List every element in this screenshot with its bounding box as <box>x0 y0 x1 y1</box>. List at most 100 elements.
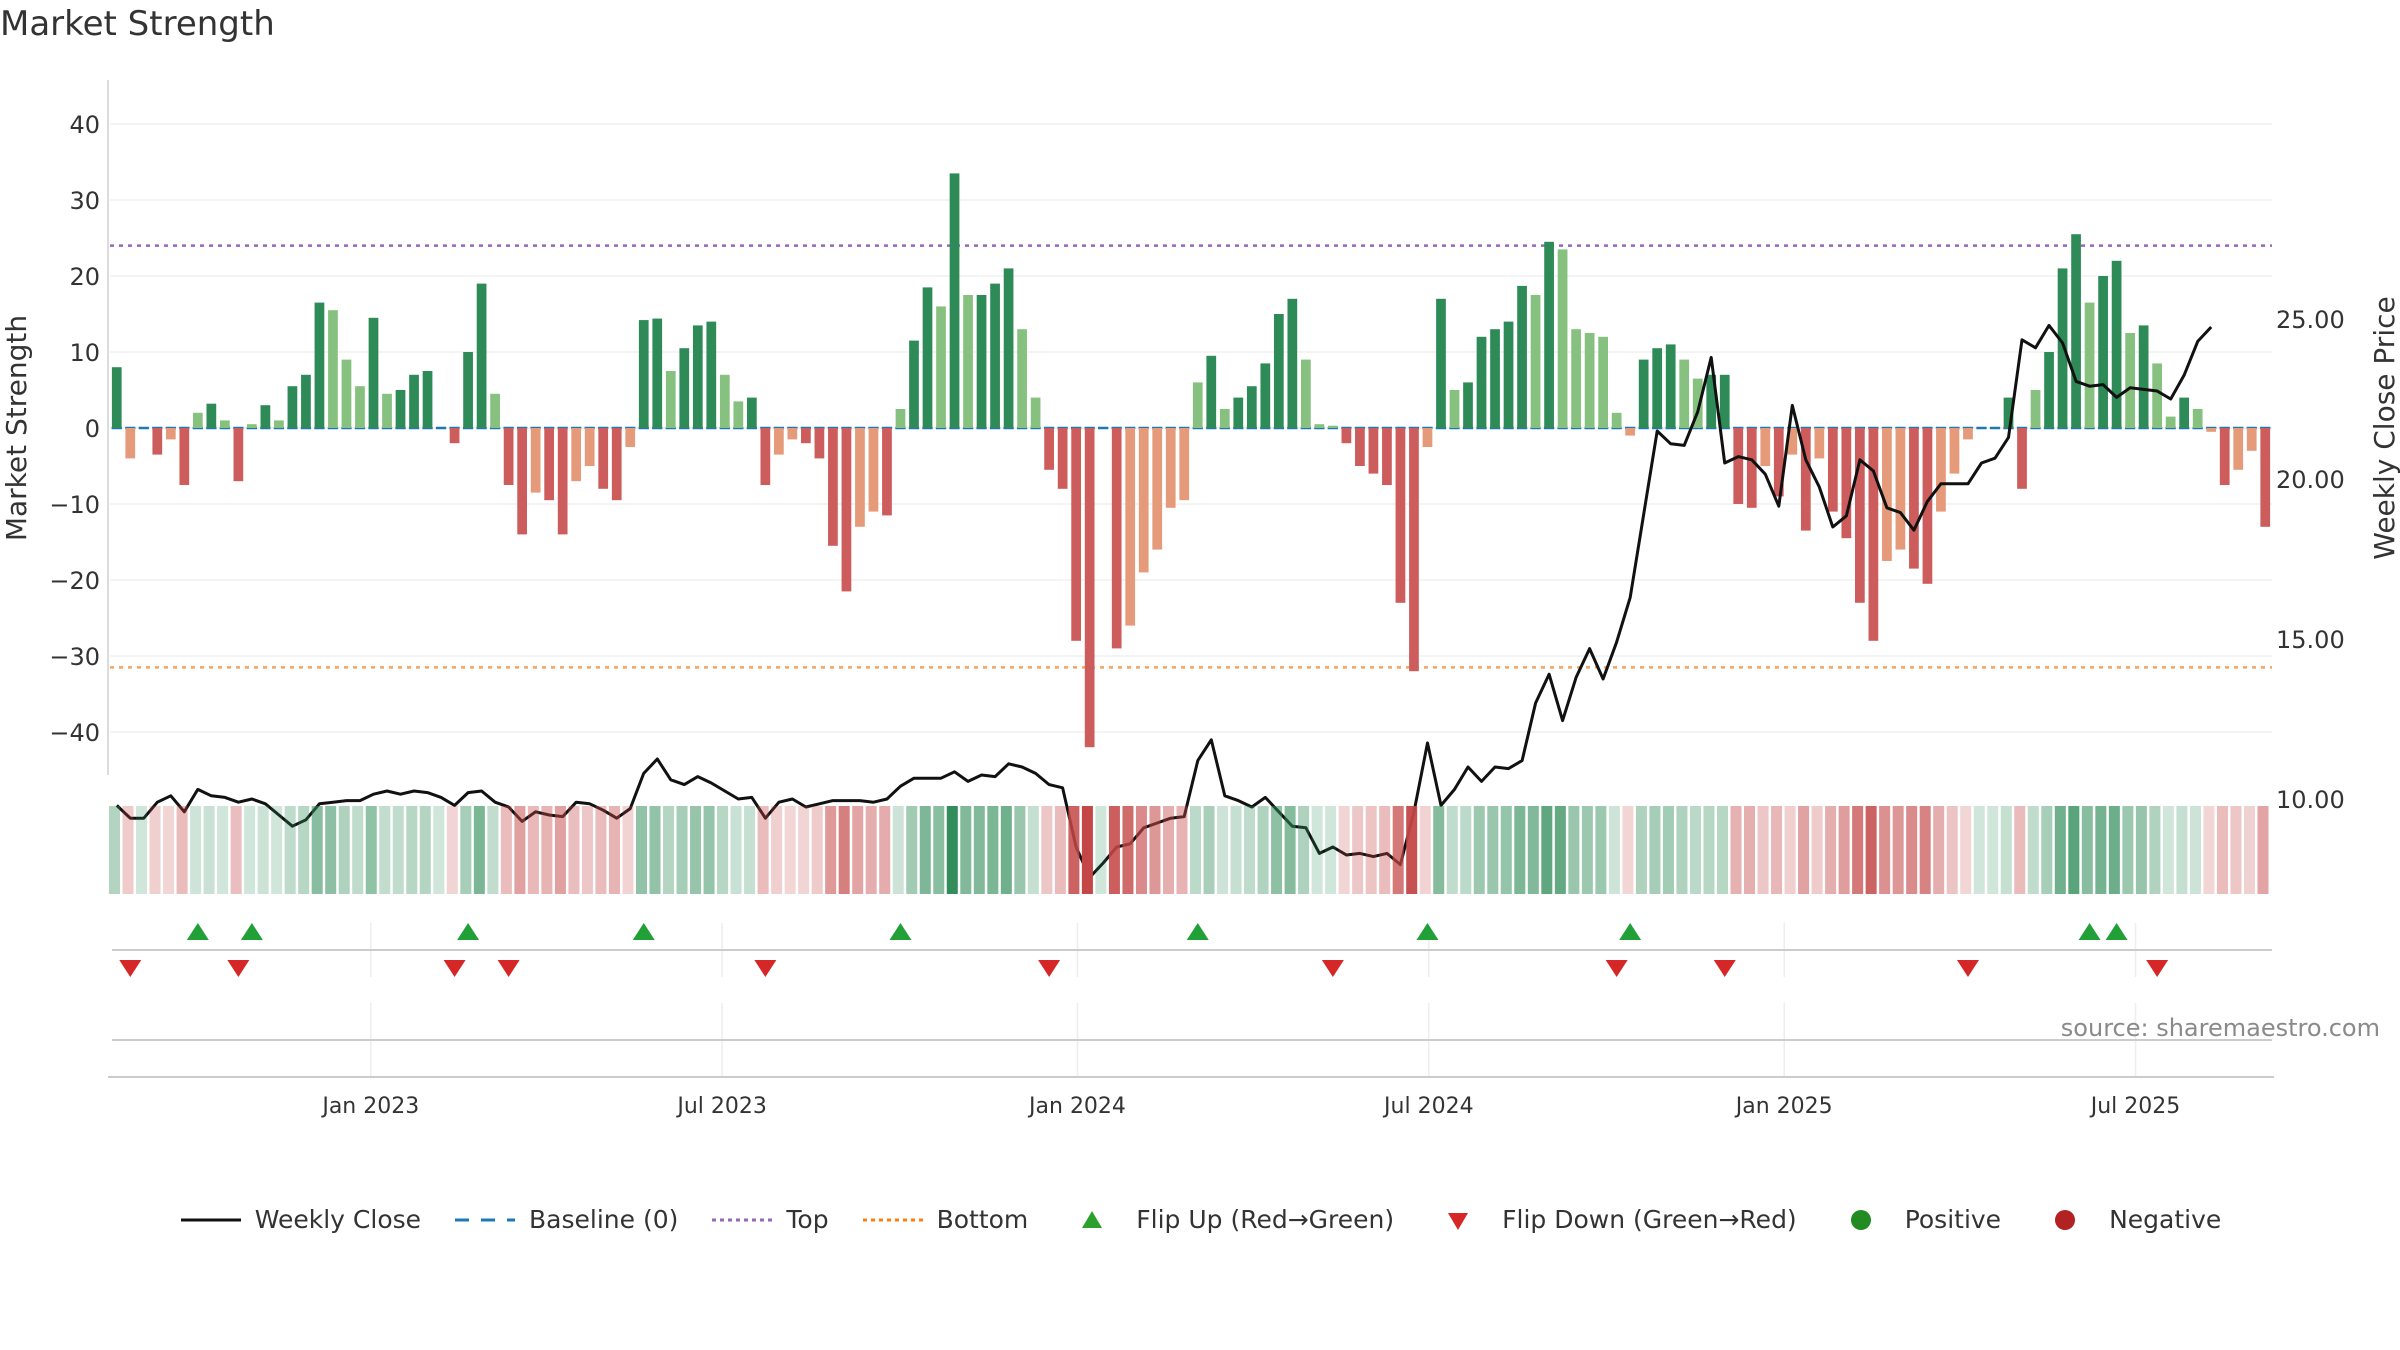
strength-strip-cell <box>487 806 499 894</box>
strength-bar <box>422 371 433 428</box>
strength-strip-cell <box>1473 806 1485 894</box>
strength-strip-cell <box>1054 806 1066 894</box>
strength-bar <box>409 374 419 428</box>
strength-strip-cell <box>1217 806 1229 894</box>
flip-up-marker <box>240 923 263 940</box>
strength-bar <box>1206 355 1217 428</box>
strength-bar <box>1165 428 1176 508</box>
strength-bar <box>192 412 203 428</box>
strength-bar <box>1841 428 1852 539</box>
strength-bar <box>990 283 1000 428</box>
strength-strip-cell <box>1325 806 1337 894</box>
strength-bar <box>787 428 798 440</box>
strength-strip-cell <box>163 806 175 894</box>
strength-strip-cell <box>865 806 877 894</box>
strength-strip-cell <box>136 806 148 894</box>
strength-strip-cell <box>798 806 810 894</box>
strength-strip-cell <box>1419 806 1431 894</box>
strength-bar <box>1773 428 1784 497</box>
strength-bar <box>2003 397 2014 428</box>
strength-strip-cell <box>2149 806 2161 894</box>
strength-strip-cell <box>825 806 837 894</box>
strength-strip-cell <box>1081 806 1093 894</box>
strength-bar <box>247 424 257 428</box>
strength-bar <box>2246 428 2257 451</box>
strength-bar <box>463 352 473 428</box>
strength-strip-cell <box>1852 806 1864 894</box>
strength-bar <box>2219 428 2230 485</box>
strength-bar <box>1138 428 1149 573</box>
strength-bar <box>2098 276 2108 428</box>
strength-bar <box>571 428 582 482</box>
strength-strip-cell <box>460 806 472 894</box>
strength-strip-cell <box>1689 806 1701 894</box>
strength-strip-cell <box>325 806 337 894</box>
flip-up-marker <box>889 923 912 940</box>
strength-strip-cell <box>1960 806 1972 894</box>
strength-bar <box>801 428 811 444</box>
strength-bar <box>179 428 190 485</box>
strength-bar <box>746 397 757 428</box>
strength-strip-cell <box>406 806 418 894</box>
strength-strip-cell <box>1014 806 1026 894</box>
strength-bar <box>1490 329 1500 428</box>
strength-strip-cell <box>717 806 729 894</box>
strength-strip-cell <box>1798 806 1810 894</box>
strength-strip-cell <box>1771 806 1783 894</box>
strength-strip-cell <box>1987 806 1999 894</box>
strength-strip-cell <box>1108 806 1120 894</box>
strength-strip-cell <box>2000 806 2012 894</box>
legend-positive-swatch <box>1850 1209 1871 1230</box>
legend: Weekly Close Baseline (0) Top Bottom Flip Up… <box>0 1205 2400 1234</box>
strength-strip-cell <box>1500 806 1512 894</box>
strength-bar <box>1368 428 1379 474</box>
strength-bar <box>1382 428 1392 485</box>
strength-bar <box>476 283 487 428</box>
legend-label: Flip Up (Red→Green) <box>1136 1205 1395 1234</box>
strength-strip-cell <box>379 806 391 894</box>
strength-bar <box>1733 428 1744 504</box>
chart-title: Market Strength <box>0 4 275 44</box>
strength-bar <box>530 428 541 493</box>
strength-bar <box>1855 428 1865 603</box>
strength-strip-cell <box>230 806 242 894</box>
strength-bar <box>719 374 730 428</box>
strength-bar <box>2044 352 2054 428</box>
legend-weekly-close: Weekly Close <box>179 1205 421 1234</box>
strength-bar <box>2179 397 2190 428</box>
strength-bar <box>679 348 690 428</box>
strength-bar <box>233 428 244 482</box>
strength-bar <box>598 428 609 489</box>
strength-strip-cell <box>933 806 945 894</box>
strength-strip-cell <box>1257 806 1269 894</box>
strength-bar <box>909 340 919 428</box>
strength-strip-cell <box>1919 806 1931 894</box>
strength-strip-cell <box>1365 806 1377 894</box>
strength-strip-cell <box>1649 806 1661 894</box>
strength-bar <box>1706 374 1717 428</box>
strength-strip-cell <box>2095 806 2107 894</box>
strength-bar <box>2260 428 2271 527</box>
strength-strip-cell <box>2054 806 2066 894</box>
strength-strip-cell <box>1352 806 1364 894</box>
y2-tick-label: 20.00 <box>2276 466 2345 494</box>
y2-tick-label: 25.00 <box>2276 306 2345 334</box>
y-tick-label: −10 <box>49 491 100 519</box>
strength-strip-cell <box>1162 806 1174 894</box>
y2-tick-label: 10.00 <box>2276 786 2345 814</box>
strength-bar <box>2071 234 2081 428</box>
strength-bar <box>1949 428 1960 474</box>
strength-bar <box>1314 424 1325 428</box>
strength-bar <box>2152 363 2163 428</box>
strength-strip-cell <box>2041 806 2053 894</box>
legend-top: Top <box>710 1205 829 1234</box>
strength-strip-cell <box>2014 806 2026 894</box>
strength-bar <box>1355 428 1365 466</box>
strength-strip-cell <box>1757 806 1769 894</box>
x-tick-label: Jul 2024 <box>1382 1094 1474 1119</box>
flip-up-marker <box>1186 923 1209 940</box>
strength-strip-cell <box>473 806 485 894</box>
strength-strip-cell <box>1581 806 1593 894</box>
strength-bar <box>2206 428 2217 432</box>
